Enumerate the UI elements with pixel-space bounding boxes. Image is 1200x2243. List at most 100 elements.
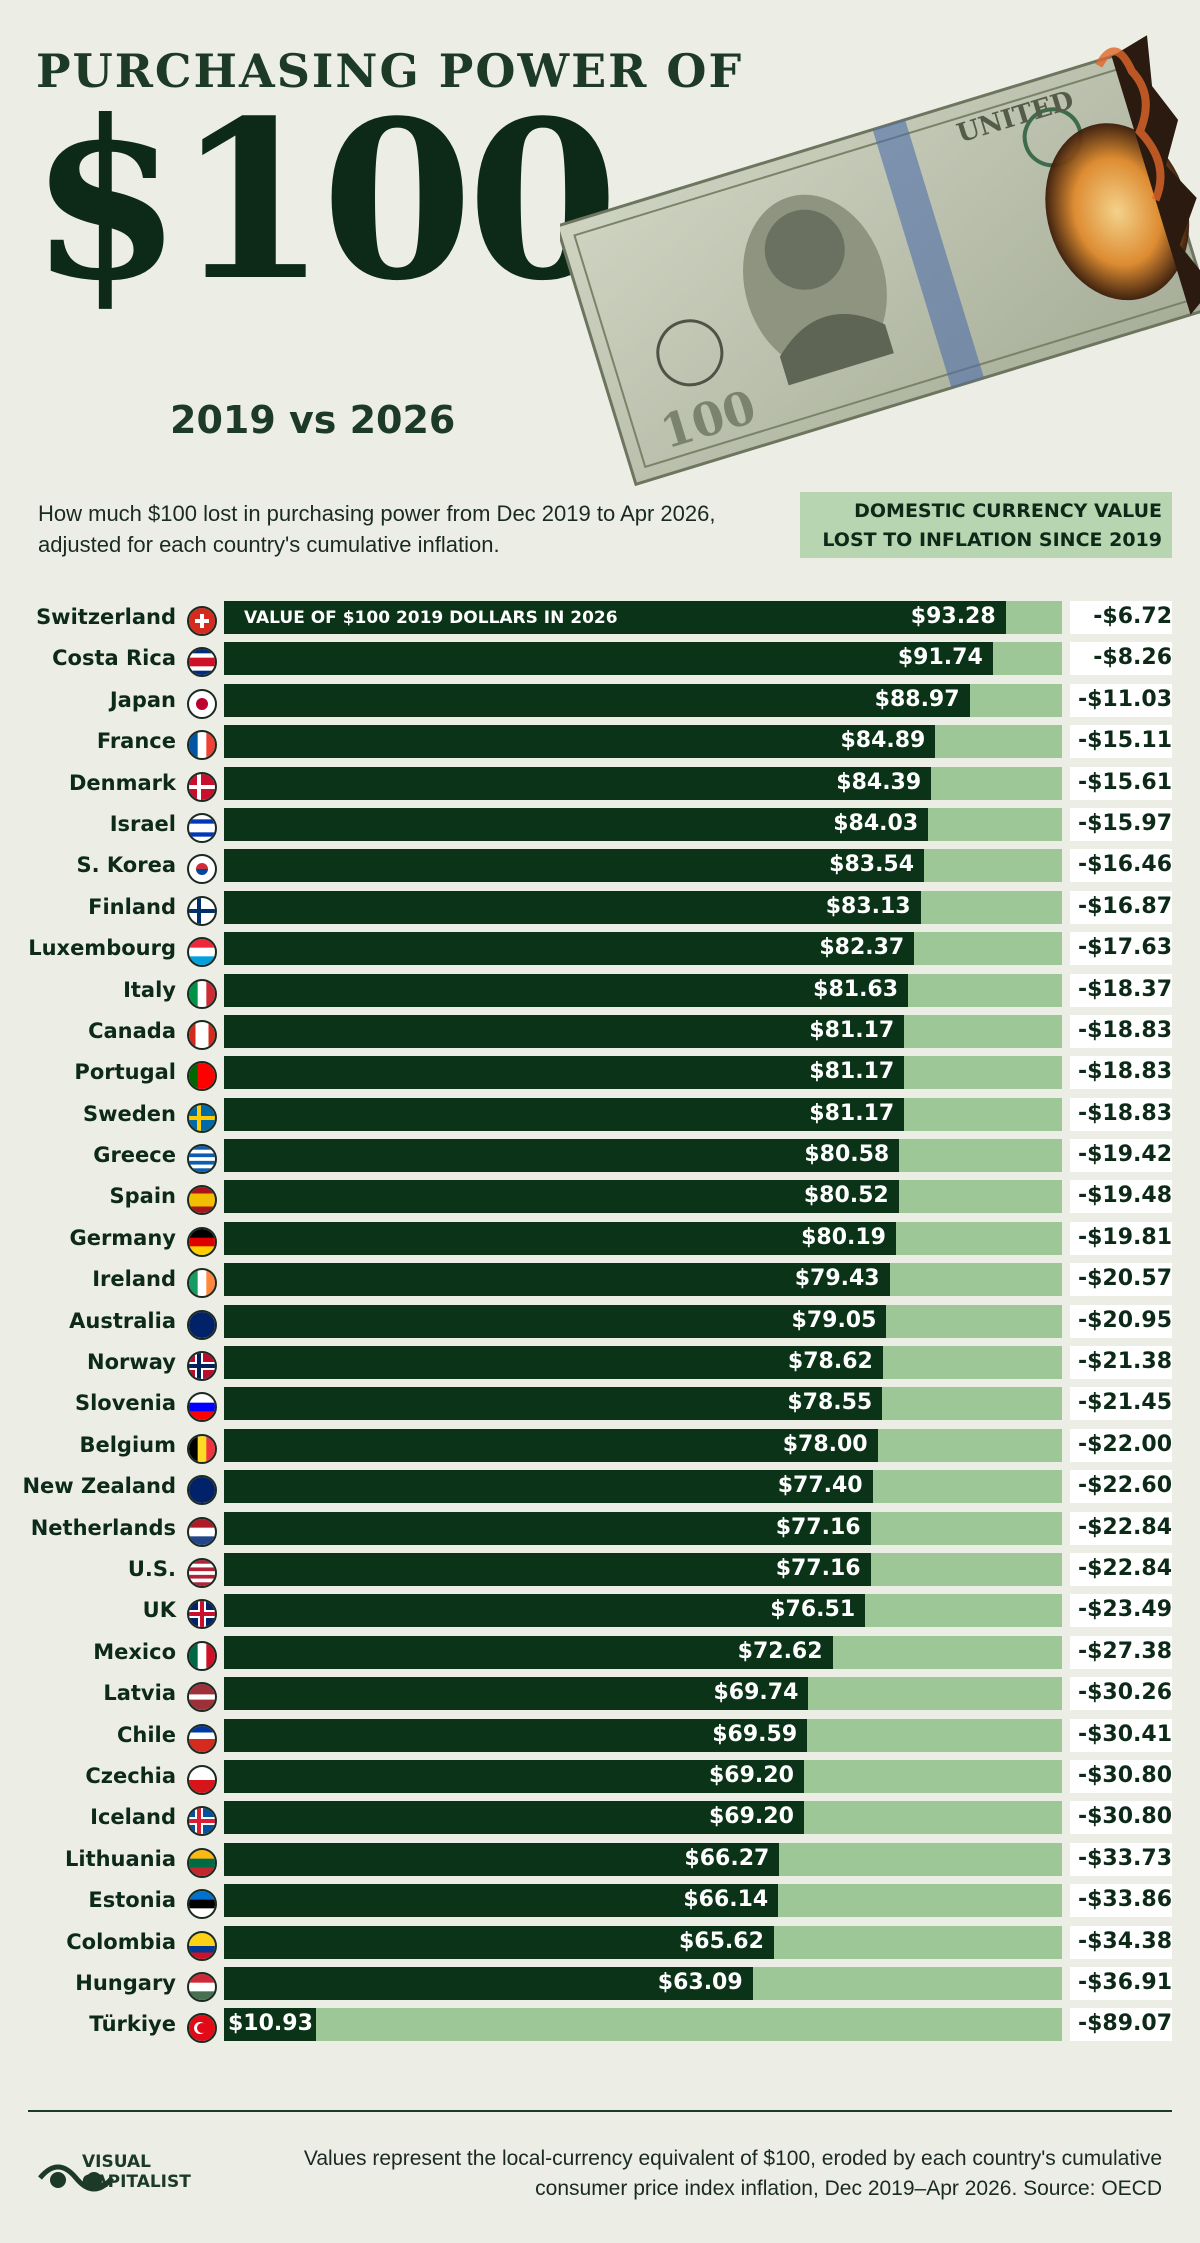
bar-row: Hungary $63.09 -$36.91 [0, 1964, 1200, 2005]
hungary-flag-icon [187, 1971, 217, 2002]
bar-value-label: $69.20 [708, 1804, 794, 1830]
loss-value-label: -$22.00 [1077, 1431, 1172, 1457]
country-label: Estonia [88, 1888, 176, 1913]
country-label: Italy [123, 977, 176, 1002]
bar-row: Finland $83.13 -$16.87 [0, 888, 1200, 929]
loss-box [1070, 1842, 1172, 1876]
bar-value-label: $83.13 [825, 893, 911, 919]
south-korea-flag-icon [187, 854, 217, 885]
belgium-flag-icon [187, 1433, 217, 1464]
bar-value [224, 1842, 780, 1876]
bar-row: Lithuania $66.27 -$33.73 [0, 1840, 1200, 1881]
bar-value-label: $84.89 [840, 728, 926, 754]
loss-value-label: -$17.63 [1077, 935, 1172, 961]
loss-box [1070, 807, 1172, 841]
italy-flag-icon [187, 978, 217, 1009]
loss-box [1070, 1428, 1172, 1462]
country-label: Spain [109, 1184, 176, 1209]
country-label: UK [142, 1598, 176, 1623]
bar-value [224, 601, 1006, 634]
loss-value-label: -$22.84 [1077, 1555, 1172, 1581]
bar-row: U.S. $77.16 -$22.84 [0, 1550, 1200, 1591]
bar-row: UK $76.51 -$23.49 [0, 1591, 1200, 1632]
bar-value [224, 1511, 871, 1545]
bar-value [224, 1346, 883, 1380]
country-label: Czechia [85, 1763, 176, 1788]
bar-value [224, 1428, 878, 1462]
loss-value-label: -$18.83 [1077, 1059, 1172, 1085]
bar-value [224, 890, 921, 924]
bar-series-label: Value of $100 2019 dollars in 2026 [244, 608, 618, 628]
bar-value-label: $79.43 [794, 1266, 880, 1292]
loss-value-label: -$15.11 [1077, 728, 1172, 754]
country-label: Colombia [66, 1929, 176, 1954]
sweden-flag-icon [187, 1102, 217, 1133]
bar-value-label: $69.59 [712, 1721, 798, 1747]
us-flag-icon [187, 1557, 217, 1588]
loss-value-label: -$34.38 [1077, 1928, 1172, 1954]
bar-value-label: $66.14 [683, 1887, 769, 1913]
bar-value [224, 973, 909, 1007]
loss-value-label: -$36.91 [1077, 1969, 1172, 1995]
bar-row: Estonia $66.14 -$33.86 [0, 1881, 1200, 1922]
country-label: Switzerland [36, 605, 176, 629]
loss-value-label: -$30.80 [1077, 1804, 1172, 1830]
bar-value-label: $82.37 [819, 935, 905, 961]
bar-chart: Switzerland Value of $100 2019 dollars in… [0, 598, 1200, 2047]
country-label: France [96, 729, 176, 754]
bar-value-label: $69.20 [708, 1762, 794, 1788]
title-big: $100 [30, 73, 619, 329]
country-label: Greece [93, 1143, 176, 1168]
loss-value-label: -$19.48 [1077, 1183, 1172, 1209]
country-label: Canada [88, 1018, 176, 1043]
country-label: Finland [88, 894, 176, 919]
loss-value-label: -$20.57 [1077, 1266, 1172, 1292]
bar-row: Italy $81.63 -$18.37 [0, 971, 1200, 1012]
country-label: Slovenia [74, 1391, 176, 1416]
bar-value-label: $63.09 [657, 1969, 743, 1995]
loss-box [1070, 1014, 1172, 1048]
israel-flag-icon [187, 812, 217, 843]
country-label: Netherlands [30, 1515, 176, 1540]
bar-value-label: $83.54 [829, 852, 915, 878]
loss-box [1070, 1966, 1172, 2000]
loss-value-label: -$19.81 [1077, 1224, 1172, 1250]
bar-value-label: $81.17 [809, 1100, 895, 1126]
loss-value-label: -$18.83 [1077, 1017, 1172, 1043]
bar-row: Spain $80.52 -$19.48 [0, 1177, 1200, 1218]
loss-value-label: -$22.84 [1077, 1514, 1172, 1540]
loss-value-label: -$21.45 [1077, 1390, 1172, 1416]
bar-value-label: $78.55 [787, 1390, 873, 1416]
loss-box [1070, 1097, 1172, 1131]
bar-row: France $84.89 -$15.11 [0, 722, 1200, 763]
loss-box [1070, 973, 1172, 1007]
bar-row: Israel $84.03 -$15.97 [0, 805, 1200, 846]
country-label: Japan [109, 687, 176, 712]
bar-row: Mexico $72.62 -$27.38 [0, 1633, 1200, 1674]
bar-value [224, 849, 925, 883]
country-label: Lithuania [64, 1846, 176, 1871]
country-label: U.S. [127, 1556, 176, 1581]
country-label: Sweden [83, 1101, 176, 1126]
bar-value-label: $80.52 [803, 1183, 889, 1209]
loss-value-label: -$16.46 [1077, 852, 1172, 878]
loss-value-label: -$19.42 [1077, 1142, 1172, 1168]
loss-box [1070, 1056, 1172, 1090]
bar-row: Netherlands $77.16 -$22.84 [0, 1509, 1200, 1550]
colombia-flag-icon [187, 1930, 217, 1961]
netherlands-flag-icon [187, 1516, 217, 1547]
uk-flag-icon [187, 1599, 217, 1630]
country-label: Latvia [103, 1681, 176, 1706]
bar-value-label: $80.58 [804, 1142, 890, 1168]
loss-value-label: -$20.95 [1077, 1307, 1172, 1333]
bar-value [224, 1884, 779, 1918]
mexico-flag-icon [187, 1640, 217, 1671]
loss-box [1070, 1304, 1172, 1338]
loss-box [1070, 1470, 1172, 1504]
loss-box [1070, 1635, 1172, 1669]
bar-row: New Zealand $77.40 -$22.60 [0, 1467, 1200, 1508]
bar-value-label: $80.19 [801, 1224, 886, 1250]
bar-value [224, 683, 970, 717]
bar-row: Colombia $65.62 -$34.38 [0, 1923, 1200, 1964]
bar-value-label: $77.16 [775, 1514, 861, 1540]
